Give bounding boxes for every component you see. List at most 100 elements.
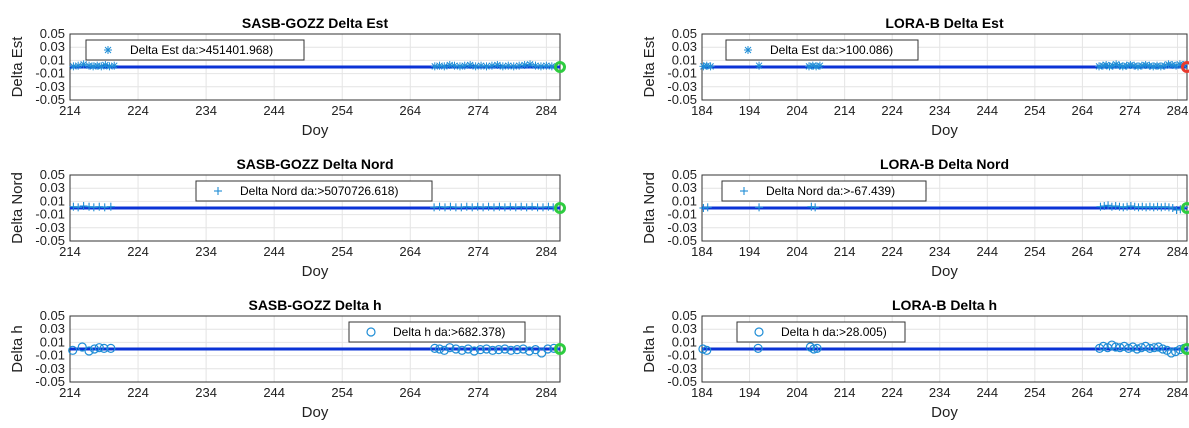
end-point-marker (1181, 202, 1189, 214)
y-axis-label: Delta Nord (641, 172, 658, 244)
data-point (1145, 343, 1155, 353)
data-point (1130, 202, 1139, 211)
x-tick-label: 274 (1119, 103, 1141, 118)
y-tick-label: 0.05 (40, 308, 65, 323)
legend-marker (744, 46, 752, 54)
y-axis-label: Delta h (9, 325, 26, 373)
chart-title: SASB-GOZZ Delta h (248, 297, 381, 313)
data-point (1138, 202, 1147, 211)
x-axis-label: Doy (302, 263, 329, 280)
y-tick-label: -0.05 (667, 233, 697, 248)
data-point (1145, 202, 1154, 211)
data-point (511, 203, 520, 212)
chart-title: LORA-B Delta Nord (880, 156, 1009, 172)
data-point (1170, 347, 1181, 357)
data-point (440, 62, 449, 71)
x-tick-label: 244 (976, 244, 998, 259)
legend-label: Delta Est da:>451401.968) (130, 43, 273, 57)
data-point (1172, 205, 1181, 214)
data-point (488, 345, 498, 355)
legend-label: Delta h da:>28.005) (781, 325, 887, 339)
data-point (515, 61, 524, 70)
legend-box (725, 39, 919, 61)
x-tick-label: 194 (739, 244, 761, 259)
x-tick-label: 284 (536, 385, 558, 400)
data-point (520, 61, 529, 70)
data-point (1132, 344, 1142, 354)
data-point (526, 60, 535, 69)
x-tick-label: 284 (536, 103, 558, 118)
y-tick-label: -0.03 (667, 361, 697, 376)
data-point (1126, 202, 1135, 211)
chart-title: SASB-GOZZ Delta Est (242, 15, 389, 31)
x-tick-label: 284 (1167, 385, 1189, 400)
legend-box (85, 39, 305, 61)
data-point (812, 343, 822, 353)
data-point (99, 343, 109, 353)
data-point (702, 345, 712, 355)
data-point (811, 203, 820, 212)
data-point (89, 203, 98, 212)
data-point (95, 202, 104, 211)
x-tick-label: 194 (739, 103, 761, 118)
data-point (544, 202, 553, 211)
data-point (451, 344, 461, 354)
y-tick-label: -0.03 (667, 220, 697, 235)
x-tick-label: 254 (331, 103, 353, 118)
legend-box (348, 321, 526, 343)
y-tick-label: -0.03 (667, 79, 697, 94)
y-tick-label: 0.05 (672, 26, 697, 41)
y-tick-label: -0.05 (667, 374, 697, 389)
chart-title: SASB-GOZZ Delta Nord (236, 156, 393, 172)
data-point (1107, 202, 1116, 211)
data-point (430, 203, 439, 212)
data-point (89, 344, 100, 354)
x-tick-label: 254 (331, 244, 353, 259)
data-point (1157, 203, 1166, 212)
x-tick-label: 224 (127, 244, 149, 259)
chart-title: LORA-B Delta Est (885, 15, 1004, 31)
x-tick-label: 274 (1119, 385, 1141, 400)
x-tick-label: 214 (59, 244, 81, 259)
data-point (477, 61, 486, 70)
data-point (440, 203, 449, 212)
data-point (815, 61, 824, 70)
x-tick-label: 214 (59, 103, 81, 118)
legend-marker (740, 187, 748, 195)
data-point (1115, 343, 1125, 353)
legend: Delta Est da:>100.086) (725, 39, 919, 61)
data-point (500, 203, 509, 212)
y-tick-label: -0.05 (35, 233, 65, 248)
data-point (1095, 62, 1104, 71)
data-point (506, 345, 516, 355)
y-tick-label: -0.01 (667, 207, 697, 222)
data-point (77, 342, 87, 352)
data-point (1158, 344, 1168, 354)
x-tick-label: 214 (834, 385, 856, 400)
data-point (531, 61, 540, 70)
data-point (69, 202, 78, 211)
data-point (482, 62, 491, 71)
data-point (469, 346, 479, 356)
y-tick-label: 0.03 (672, 39, 697, 54)
data-point (506, 202, 515, 211)
data-point (703, 203, 712, 212)
legend-marker (104, 46, 112, 54)
data-point (1111, 342, 1121, 352)
x-axis-label: Doy (931, 404, 958, 421)
data-point (473, 202, 482, 211)
y-tick-label: -0.03 (35, 220, 65, 235)
data-point (105, 62, 114, 71)
x-tick-label: 184 (691, 385, 713, 400)
y-tick-label: 0.03 (672, 180, 697, 195)
data-point (1166, 348, 1176, 358)
x-tick-label: 224 (881, 103, 903, 118)
data-point (706, 62, 715, 71)
legend: Delta h da:>682.378) (348, 321, 526, 343)
legend: Delta Est da:>451401.968) (85, 39, 305, 61)
